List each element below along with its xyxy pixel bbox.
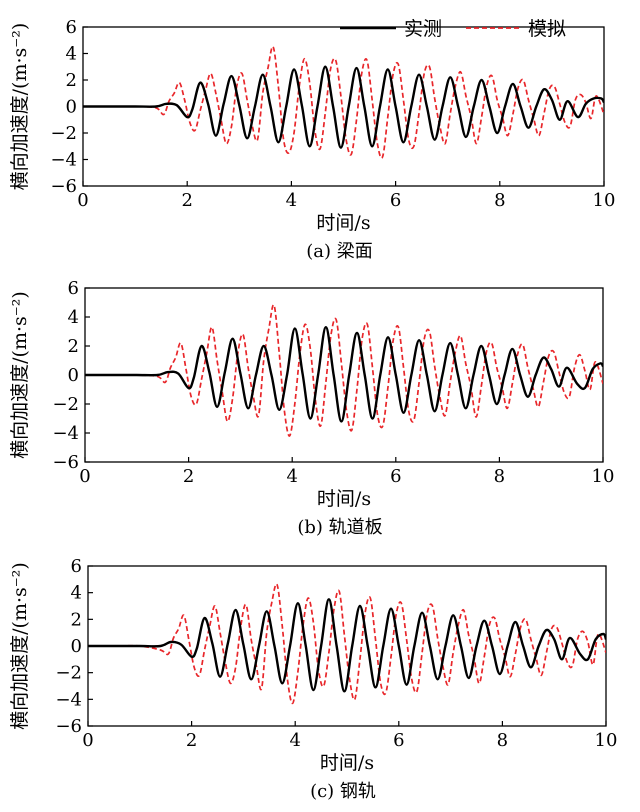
x-tick-label: 10 (593, 190, 616, 211)
x-axis-title: 时间/s (316, 212, 370, 234)
y-tick-label: 2 (71, 609, 82, 630)
x-axis-title: 时间/s (320, 752, 374, 774)
plot-frame (87, 565, 607, 727)
y-tick-label: 6 (68, 278, 79, 299)
series-line-simulated (85, 303, 603, 437)
y-tick-label: −6 (55, 716, 82, 737)
y-tick-label: 0 (66, 97, 77, 118)
legend: 实测 模拟 (340, 18, 566, 40)
panel-caption: (a) 梁面 (306, 241, 373, 262)
x-tick-label: 2 (181, 190, 192, 211)
y-tick-label: 0 (71, 636, 82, 657)
x-tick-label: 8 (497, 730, 508, 751)
y-tick-label: −4 (55, 689, 82, 710)
chart-panel-3: 0 2 4 6 8 10 −6 −4 −2 0 2 4 6 时间/s 横向加速度/(m·s⁻²) (c) 钢轨 (9, 556, 617, 802)
x-tick-label: 6 (393, 730, 404, 751)
x-tick-label: 4 (289, 730, 300, 751)
series-line-measured (83, 65, 604, 149)
y-tick-label: 4 (66, 44, 77, 65)
y-axis-title: 横向加速度/(m·s⁻²) (9, 562, 31, 730)
y-tick-label: 4 (68, 307, 79, 328)
series-line-measured (88, 598, 606, 693)
x-tick-label: 2 (183, 466, 194, 487)
y-tick-label: −6 (50, 176, 77, 197)
legend-label-measured: 实测 (404, 18, 442, 40)
x-tick-label: 2 (186, 730, 197, 751)
x-tick-label: 8 (494, 190, 505, 211)
x-tick-label: 6 (390, 190, 401, 211)
series-line-simulated (83, 45, 604, 159)
y-tick-label: −2 (52, 394, 79, 415)
x-axis-title: 时间/s (317, 488, 371, 510)
y-tick-label: 0 (68, 365, 79, 386)
y-tick-label: 2 (68, 336, 79, 357)
chart-panel-1: 0 2 4 6 8 10 −6 −4 −2 0 2 4 6 时间/s 横向加速度/(m·s⁻²) (a) 梁面… (9, 17, 615, 262)
y-axis-title: 横向加速度/(m·s⁻²) (9, 291, 31, 459)
series-line-simulated (88, 583, 606, 705)
x-tick-label: 0 (77, 190, 88, 211)
legend-label-simulated: 模拟 (528, 18, 566, 40)
y-tick-label: 2 (66, 70, 77, 91)
chart-panel-2: 0 2 4 6 8 10 −6 −4 −2 0 2 4 6 时间/s 横向加速度/(m·s⁻²) (b) 轨道… (9, 278, 614, 538)
y-tick-label: −2 (55, 663, 82, 684)
x-tick-label: 10 (595, 730, 618, 751)
y-tick-label: 6 (71, 556, 82, 577)
x-tick-label: 0 (82, 730, 93, 751)
x-tick-label: 10 (592, 466, 615, 487)
x-tick-label: 4 (286, 190, 297, 211)
x-tick-label: 4 (286, 466, 297, 487)
plot-frame (84, 287, 604, 463)
y-tick-label: −6 (52, 452, 79, 473)
panel-caption: (b) 轨道板 (297, 517, 382, 538)
y-tick-label: −2 (50, 123, 77, 144)
y-tick-label: −4 (50, 150, 77, 171)
x-tick-label: 0 (79, 466, 90, 487)
x-tick-label: 8 (494, 466, 505, 487)
y-axis-title: 横向加速度/(m·s⁻²) (9, 23, 31, 191)
x-tick-label: 6 (390, 466, 401, 487)
series-line-measured (85, 325, 603, 423)
y-tick-label: 4 (71, 583, 82, 604)
panel-caption: (c) 钢轨 (310, 781, 376, 802)
y-tick-label: −4 (52, 423, 79, 444)
y-tick-label: 6 (66, 17, 77, 38)
